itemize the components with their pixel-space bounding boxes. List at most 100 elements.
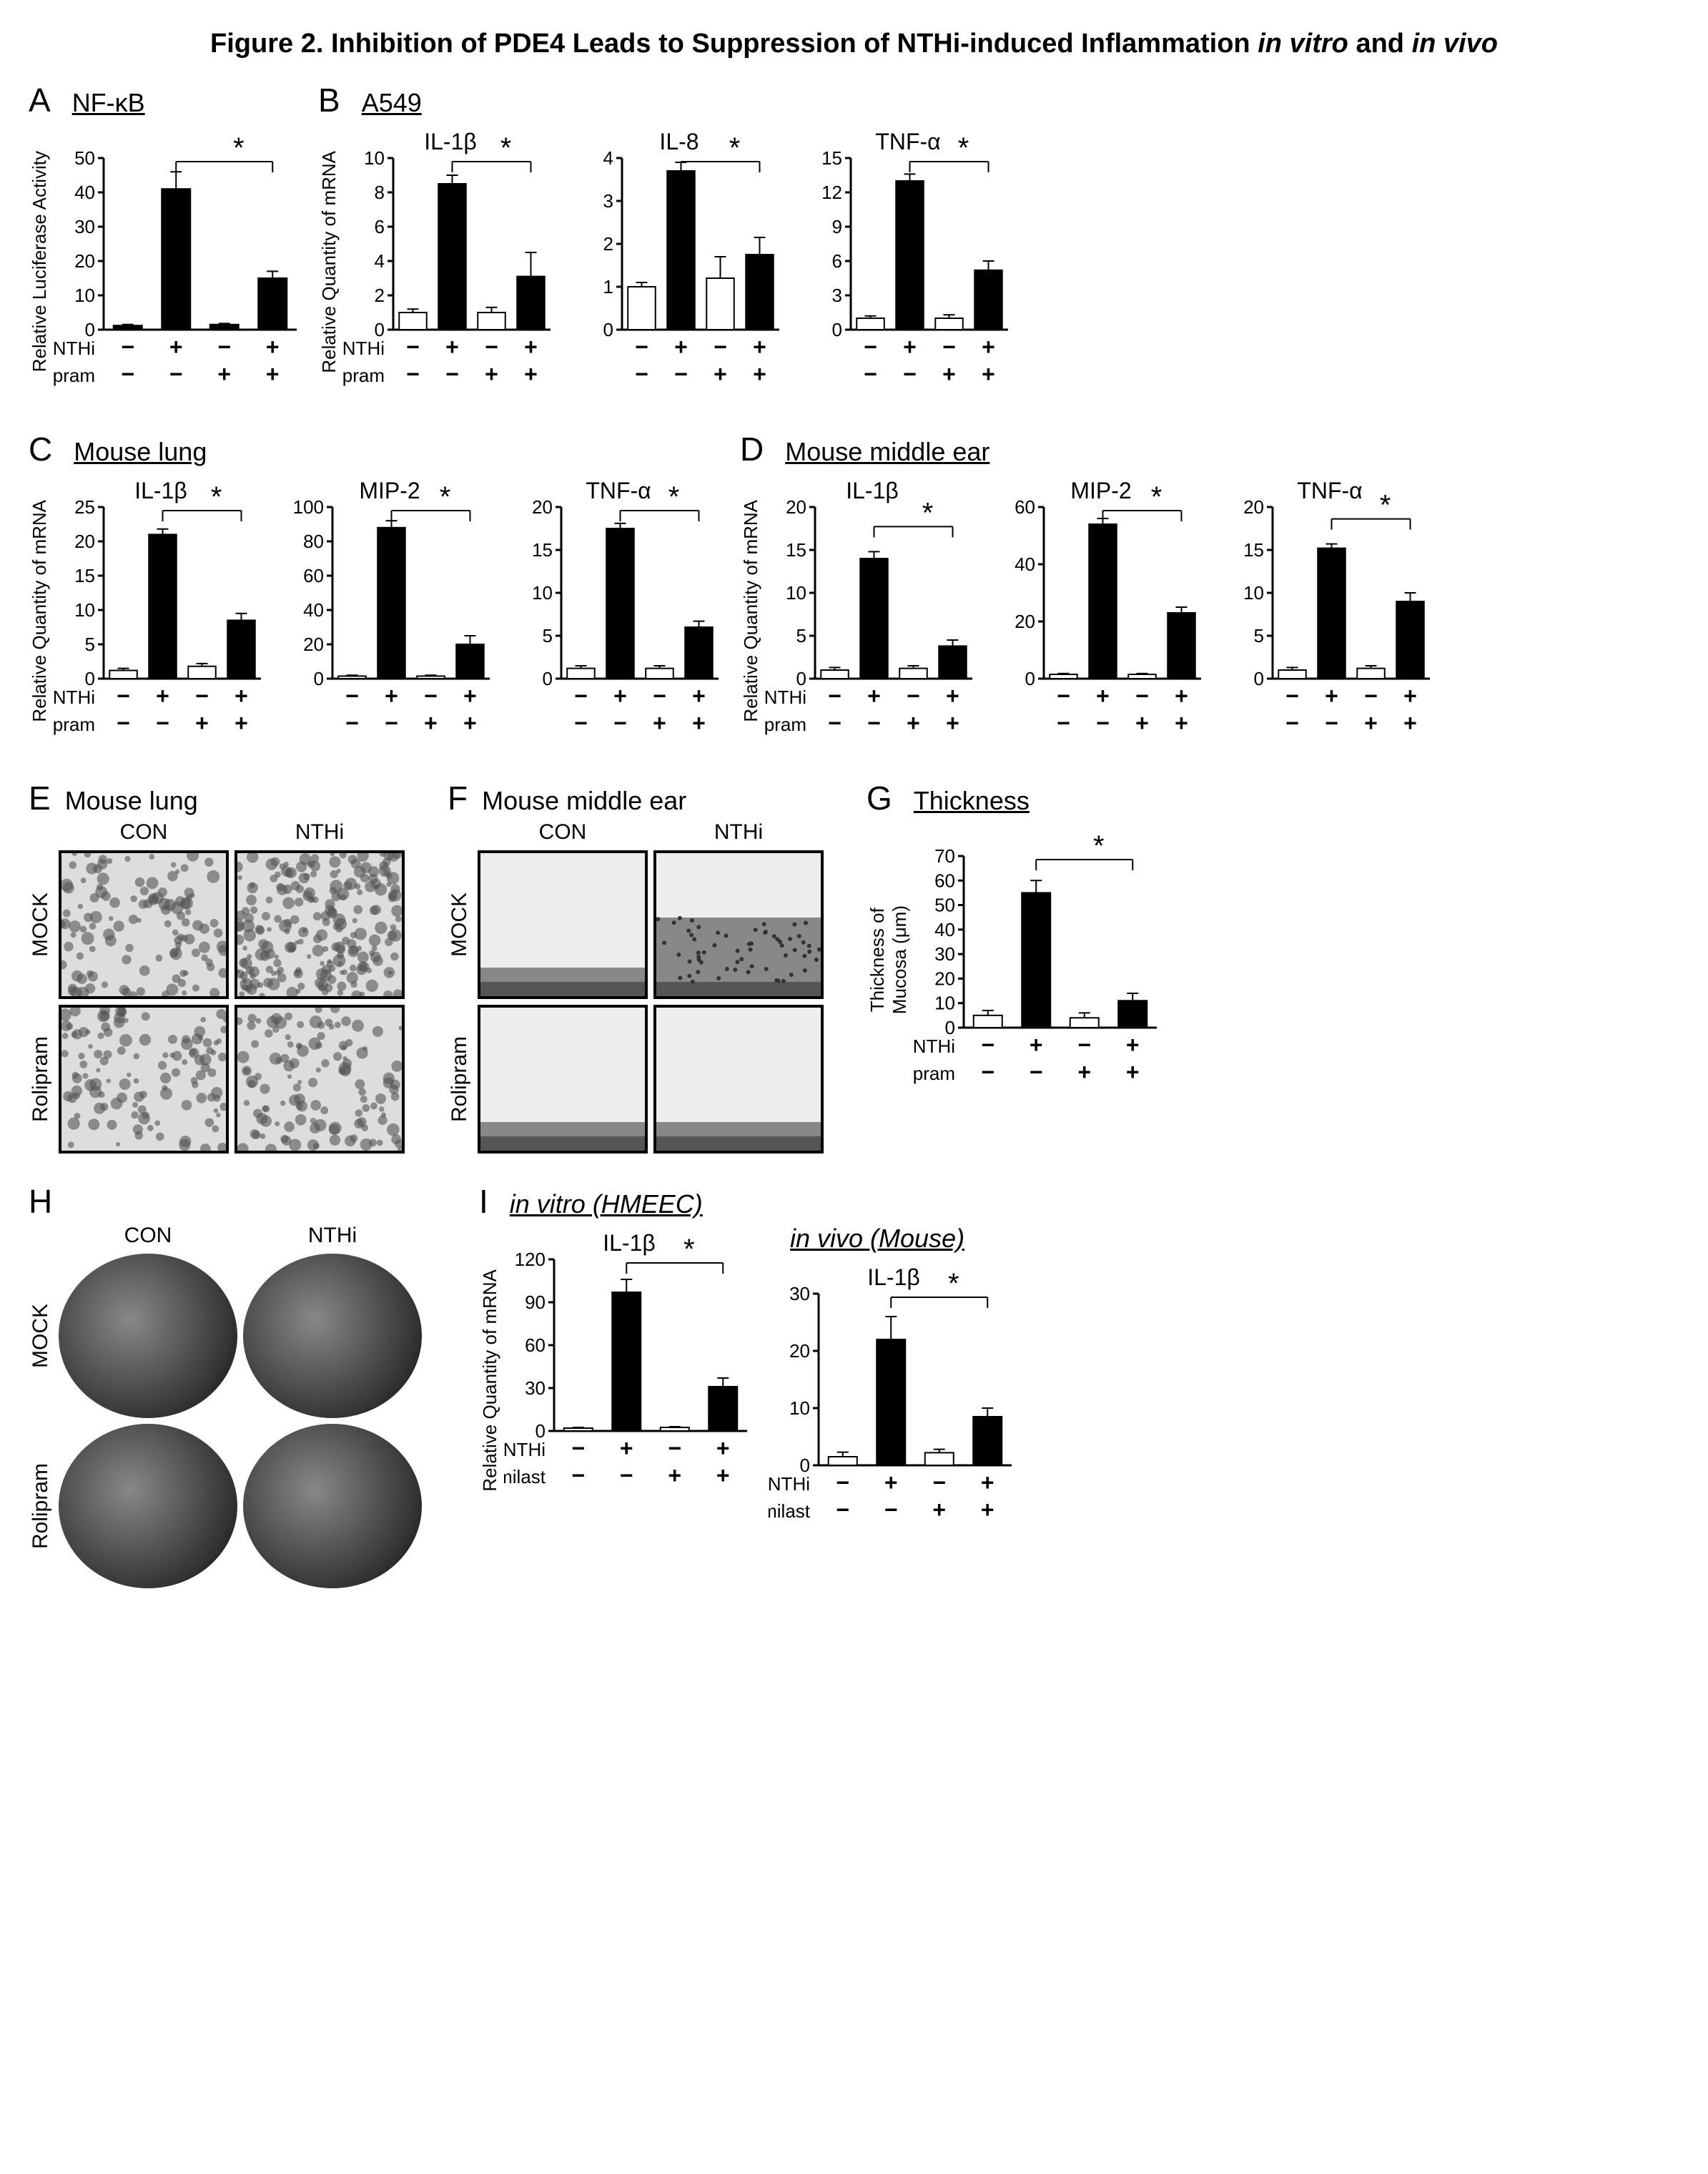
svg-text:−: − [1057, 710, 1070, 736]
panel-letter-I: I [479, 1182, 488, 1221]
svg-text:−: − [424, 683, 438, 709]
chart-D-1: 0204060MIP-2*−+−+−−++ [994, 471, 1208, 750]
svg-text:Rolipram: Rolipram [914, 1063, 955, 1084]
svg-text:15: 15 [1243, 539, 1264, 561]
svg-text:NTHi: NTHi [769, 1473, 810, 1495]
svg-text:−: − [884, 1497, 898, 1523]
svg-text:Rolipram: Rolipram [343, 365, 385, 386]
svg-text:+: + [674, 334, 688, 360]
svg-text:NTHi: NTHi [54, 338, 95, 359]
svg-text:+: + [1403, 710, 1417, 736]
chart-D-0: 05101520IL-1β*NTHi−+−+Rolipram−−++ [765, 471, 979, 750]
panel-letter-F: F [448, 779, 468, 817]
oto-img-0-1 [243, 1254, 422, 1418]
svg-text:3: 3 [832, 285, 842, 306]
svg-text:−: − [828, 710, 841, 736]
svg-text:15: 15 [532, 539, 553, 561]
panel-letter-C: C [29, 430, 52, 468]
svg-text:+: + [266, 334, 280, 360]
panel-subtitle-E: Mouse lung [65, 786, 198, 816]
svg-text:10: 10 [364, 147, 385, 169]
svg-text:25: 25 [74, 496, 95, 518]
chart-I-1: in vivo (Mouse)0102030IL-1β*NTHi−+−+Rofl… [769, 1224, 1019, 1537]
svg-text:40: 40 [303, 599, 324, 621]
svg-text:−: − [485, 334, 498, 360]
svg-text:Roflumilast: Roflumilast [504, 1466, 546, 1487]
svg-text:−: − [867, 710, 881, 736]
chart-C-1: 020406080100MIP-2*−+−+−−++ [282, 471, 497, 750]
svg-text:NTHi: NTHi [343, 338, 385, 359]
panel-letter-E: E [29, 779, 51, 817]
svg-text:−: − [653, 683, 666, 709]
svg-text:−: − [217, 334, 231, 360]
row-4: HCONNTHiMOCKRolipram Iin vitro (HMEEC)Re… [29, 1182, 1679, 1588]
oto-img-0-0 [59, 1254, 237, 1418]
svg-text:6: 6 [832, 250, 842, 272]
svg-text:IL-8: IL-8 [659, 129, 698, 154]
svg-text:+: + [156, 683, 169, 709]
svg-text:−: − [345, 710, 359, 736]
svg-text:MIP-2: MIP-2 [1070, 478, 1131, 503]
svg-text:4: 4 [603, 147, 613, 169]
svg-text:−: − [613, 710, 627, 736]
svg-text:10: 10 [1243, 582, 1264, 604]
svg-text:−: − [445, 361, 459, 387]
panel-subtitle-I-right: in vivo (Mouse) [790, 1224, 1019, 1254]
svg-text:5: 5 [85, 634, 95, 655]
svg-text:3: 3 [603, 190, 613, 212]
panel-H: HCONNTHiMOCKRolipram [29, 1182, 422, 1588]
panel-A: ANF-κBRelative Luciferase Activity010203… [29, 81, 304, 401]
panel-subtitle-B: A549 [362, 88, 422, 118]
svg-text:+: + [982, 361, 995, 387]
svg-text:+: + [903, 334, 917, 360]
svg-text:+: + [946, 710, 959, 736]
svg-text:IL-1β: IL-1β [867, 1264, 920, 1290]
svg-text:+: + [946, 683, 959, 709]
panel-I: Iin vitro (HMEEC)Relative Quantity of mR… [479, 1182, 1019, 1537]
panel-subtitle-F: Mouse middle ear [482, 786, 686, 816]
histo-img-F-1-0 [478, 1005, 648, 1154]
svg-text:50: 50 [934, 895, 955, 916]
svg-text:60: 60 [525, 1334, 546, 1356]
svg-text:+: + [867, 683, 881, 709]
svg-text:2: 2 [375, 285, 385, 306]
svg-text:−: − [907, 683, 920, 709]
svg-text:*: * [668, 481, 680, 513]
svg-text:30: 30 [525, 1377, 546, 1399]
svg-text:TNF-α: TNF-α [1297, 478, 1362, 503]
panel-D: DMouse middle earRelative Quantity of mR… [740, 430, 1437, 750]
svg-text:+: + [266, 361, 280, 387]
panel-subtitle-G: Thickness [914, 786, 1030, 816]
svg-text:−: − [156, 710, 169, 736]
svg-text:−: − [574, 683, 588, 709]
oto-row-MOCK: MOCK [29, 1304, 53, 1368]
svg-text:−: − [1077, 1032, 1091, 1058]
svg-text:−: − [1135, 683, 1149, 709]
svg-text:−: − [195, 683, 209, 709]
svg-text:+: + [981, 1470, 994, 1495]
oto-img-1-0 [59, 1424, 237, 1588]
svg-text:20: 20 [1243, 496, 1264, 518]
svg-text:*: * [1093, 830, 1105, 862]
panel-B: BA549Relative Quantity of mRNA0246810IL-… [318, 81, 1015, 401]
svg-text:+: + [463, 683, 477, 709]
histo-col-F-CON: CON [478, 820, 648, 845]
chart-I-0: 0306090120IL-1β*NTHi−+−+Roflumilast−−++ [504, 1224, 754, 1537]
histo-row-E-Rolipram: Rolipram [29, 1036, 53, 1122]
panel-letter-D: D [740, 430, 764, 468]
ylabel-I: Relative Quantity of mRNA [479, 1269, 501, 1492]
svg-text:+: + [668, 1462, 681, 1488]
svg-text:−: − [1325, 710, 1338, 736]
svg-text:NTHi: NTHi [504, 1439, 546, 1460]
svg-text:15: 15 [821, 147, 842, 169]
panel-C: CMouse lungRelative Quantity of mRNA0510… [29, 430, 726, 750]
histo-col-F-NTHi: NTHi [653, 820, 824, 845]
svg-text:−: − [828, 683, 841, 709]
svg-text:+: + [385, 683, 398, 709]
svg-text:+: + [524, 334, 538, 360]
svg-text:−: − [981, 1032, 994, 1058]
svg-text:+: + [692, 683, 706, 709]
histo-row-F-MOCK: MOCK [448, 892, 472, 957]
svg-text:+: + [1126, 1059, 1140, 1085]
chart-B-0: 0246810IL-1β*NTHi−+−+Rolipram−−++ [343, 122, 558, 401]
